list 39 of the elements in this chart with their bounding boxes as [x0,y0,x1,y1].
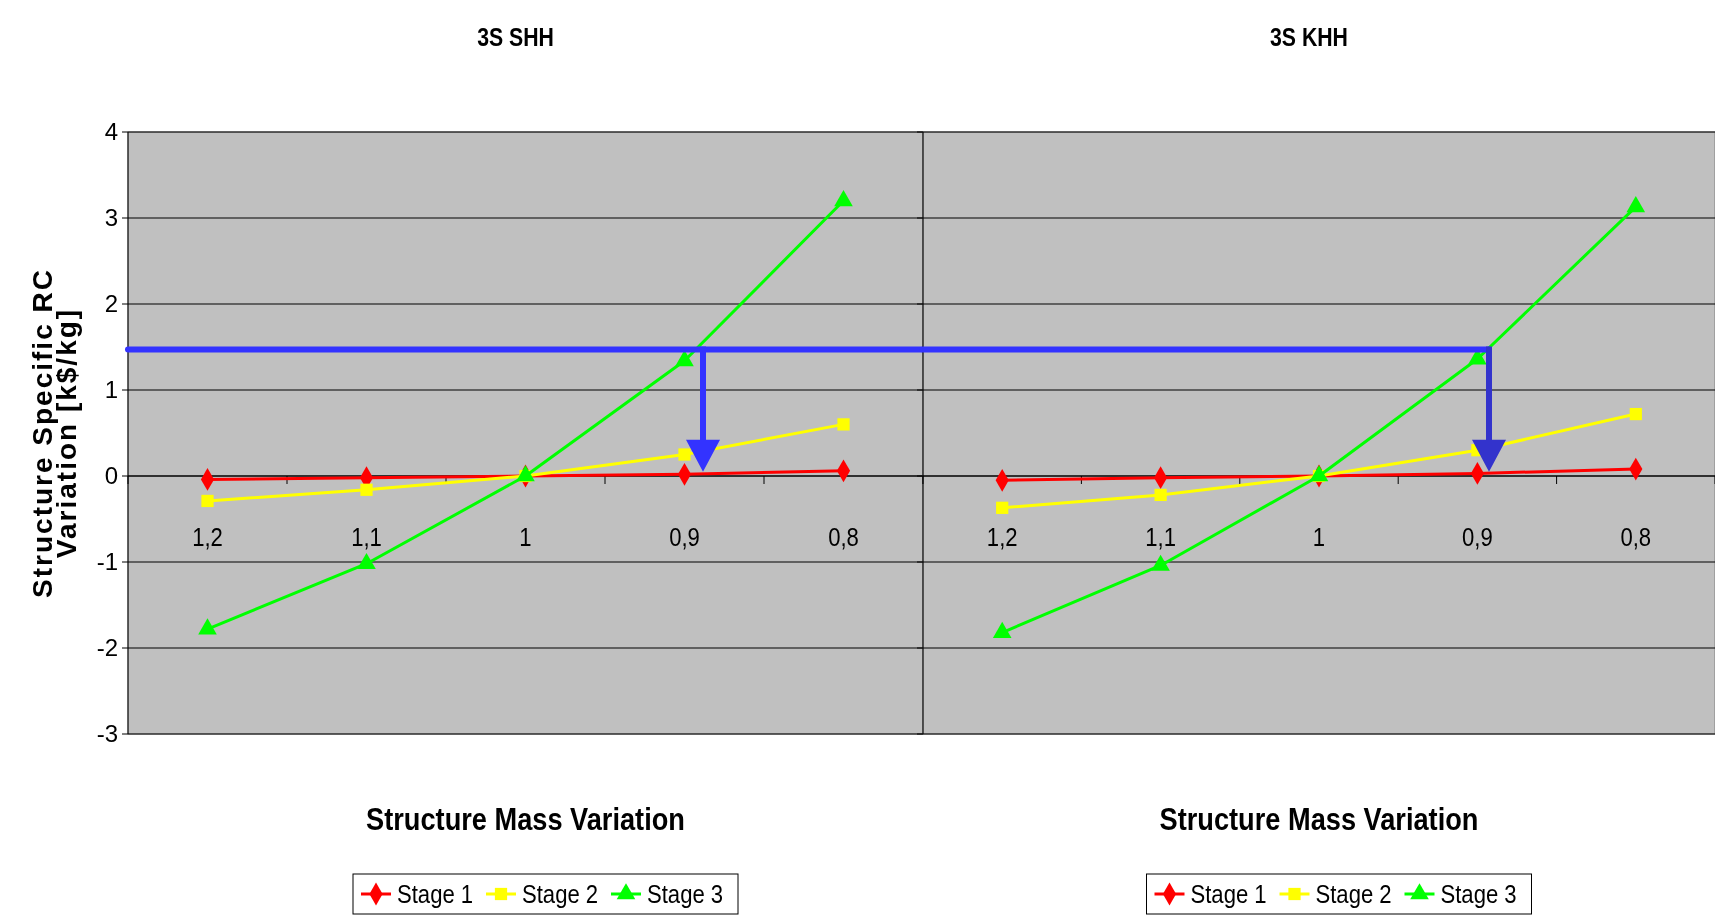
x-axis-title: Structure Mass Variation [1159,800,1479,837]
y-tick-label: 3 [104,204,118,232]
point [201,494,214,508]
chart-title: 3S SHH [477,23,554,52]
point [675,350,694,367]
point [678,448,691,461]
y-tick-label: -3 [96,720,118,748]
x-tick-label: 1,2 [192,522,223,552]
x-tick-label: 1,1 [1145,522,1176,552]
point [1154,488,1167,502]
y-tick-label: -1 [96,548,118,576]
x-tick-label: 0,9 [669,522,700,552]
legend-label: Stage 1 [397,879,474,909]
x-tick-label: 1,1 [351,522,382,552]
x-axis-title: Structure Mass Variation [366,800,685,837]
legend-label: Stage 2 [522,879,599,909]
point [1629,407,1642,421]
point [834,190,853,207]
x-tick-label: 0,9 [1462,522,1493,552]
x-tick-label: 0,8 [1620,522,1652,552]
y-tick-label: 0 [104,462,118,490]
legend-label: Stage 1 [1190,879,1267,909]
y-tick-label: -2 [96,634,118,662]
chart-title: 3S KHH [1270,23,1348,52]
point [837,418,850,431]
x-tick-label: 1,2 [986,522,1018,552]
point [996,501,1009,514]
legend-label: Stage 2 [1315,879,1392,909]
x-tick-label: 1 [1312,522,1326,552]
x-tick-label: 0,8 [828,522,859,552]
x-tick-label: 1 [519,522,532,552]
y-tick-label: 4 [104,118,118,146]
y-tick-label: 1 [104,376,118,404]
point [360,483,373,496]
legend-label: Stage 3 [647,879,724,909]
y-tick-label: 2 [104,290,118,318]
point [1626,196,1646,213]
y-axis-title: Structure Specific RC Variation [k$/kg] [27,268,82,598]
legend-label: Stage 3 [1440,879,1517,909]
